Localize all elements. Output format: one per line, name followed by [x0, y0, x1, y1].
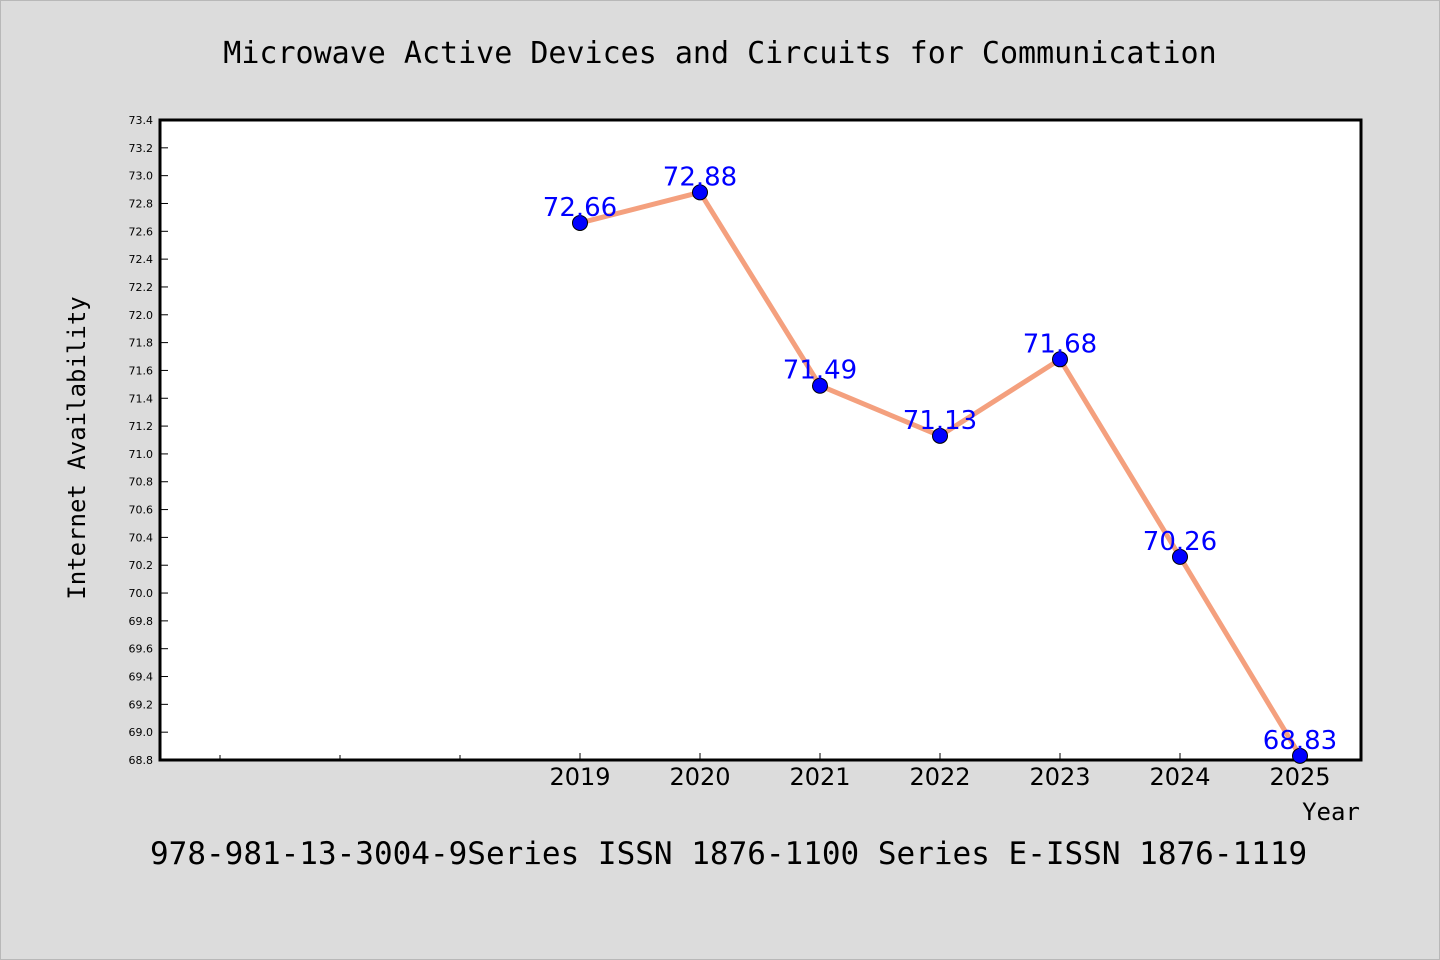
- y-tick-label: 69.2: [129, 698, 154, 711]
- data-point: [1052, 351, 1068, 368]
- y-tick-label: 71.2: [129, 420, 154, 433]
- y-tick-label: 70.6: [129, 504, 154, 517]
- data-labels: 72.66 72.88 71.49 71.13 71.68 70.26 68.83: [543, 162, 1337, 755]
- chart-title: Microwave Active Devices and Circuits fo…: [223, 36, 1216, 71]
- x-tick-label: 2025: [1269, 763, 1330, 791]
- plot-area: [158, 118, 1363, 762]
- y-tick-label: 69.8: [129, 615, 154, 628]
- x-tick-label: 2023: [1029, 763, 1090, 791]
- y-axis: 68.8 69.0 69.2 69.4 69.6 69.8 70.0 70.2 70.4 70.6…: [129, 114, 168, 767]
- x-tick-label: 2021: [789, 763, 850, 791]
- data-label: 71.68: [1023, 329, 1097, 359]
- y-tick-label: 72.0: [129, 309, 154, 322]
- y-tick-label: 71.0: [129, 448, 154, 461]
- data-point: [932, 427, 948, 444]
- y-tick-label: 71.6: [129, 364, 154, 377]
- data-label: 72.88: [663, 162, 737, 192]
- y-tick-label: 73.4: [129, 114, 154, 127]
- x-tick-label: 2022: [909, 763, 970, 791]
- y-tick-label: 72.6: [129, 225, 154, 238]
- x-axis-label: Year: [1302, 798, 1360, 826]
- markers: [572, 184, 1308, 764]
- x-tick-label: 2024: [1149, 763, 1210, 791]
- y-tick-label: 73.0: [129, 170, 154, 183]
- data-label: 72.66: [543, 193, 617, 223]
- x-tick-label: 2019: [549, 763, 610, 791]
- y-tick-label: 70.8: [129, 476, 154, 489]
- y-tick-label: 70.4: [129, 531, 154, 544]
- y-tick-label: 69.4: [129, 671, 154, 684]
- data-point: [692, 184, 708, 201]
- y-tick-label: 72.4: [129, 253, 154, 266]
- y-tick-label: 72.2: [129, 281, 154, 294]
- data-point: [812, 377, 828, 394]
- chart-caption: 978-981-13-3004-9Series ISSN 1876-1100 S…: [150, 836, 1307, 872]
- y-tick-label: 70.0: [129, 587, 154, 600]
- y-tick-label: 71.8: [129, 337, 154, 350]
- data-point: [1292, 747, 1308, 764]
- y-axis-label: Internet Availability: [63, 296, 91, 599]
- y-tick-label: 70.2: [129, 559, 154, 572]
- x-axis: 2019 2020 2021 2022 2023 2024 2025: [219, 753, 1331, 791]
- data-point: [1172, 548, 1188, 565]
- y-tick-label: 71.4: [129, 392, 154, 405]
- y-tick-label: 68.8: [129, 754, 154, 767]
- data-point: [572, 214, 588, 231]
- data-label: 71.49: [783, 356, 857, 386]
- data-label: 70.26: [1143, 527, 1217, 557]
- y-tick-label: 69.0: [129, 726, 154, 739]
- y-tick-label: 69.6: [129, 643, 154, 656]
- y-tick-label: 72.8: [129, 197, 154, 210]
- x-tick-label: 2020: [669, 763, 730, 791]
- y-tick-label: 73.2: [129, 142, 154, 155]
- data-label: 68.83: [1263, 726, 1337, 756]
- data-label: 71.13: [903, 406, 977, 436]
